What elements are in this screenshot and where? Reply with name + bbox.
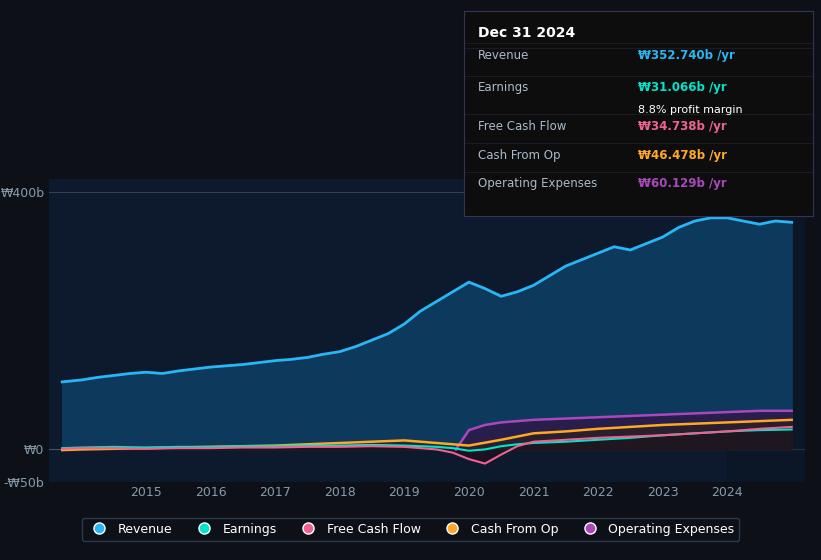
Text: 8.8% profit margin: 8.8% profit margin (639, 105, 743, 115)
Text: Revenue: Revenue (478, 49, 530, 62)
Text: ₩34.738b /yr: ₩34.738b /yr (639, 120, 727, 133)
Text: Cash From Op: Cash From Op (478, 149, 560, 162)
Text: Earnings: Earnings (478, 81, 530, 94)
Text: ₩31.066b /yr: ₩31.066b /yr (639, 81, 727, 94)
Text: ₩46.478b /yr: ₩46.478b /yr (639, 149, 727, 162)
Legend: Revenue, Earnings, Free Cash Flow, Cash From Op, Operating Expenses: Revenue, Earnings, Free Cash Flow, Cash … (81, 517, 740, 541)
Text: Operating Expenses: Operating Expenses (478, 178, 597, 190)
Text: Dec 31 2024: Dec 31 2024 (478, 26, 575, 40)
Text: ₩60.129b /yr: ₩60.129b /yr (639, 178, 727, 190)
Text: Free Cash Flow: Free Cash Flow (478, 120, 566, 133)
Bar (727, 179, 805, 482)
Text: ₩352.740b /yr: ₩352.740b /yr (639, 49, 735, 62)
